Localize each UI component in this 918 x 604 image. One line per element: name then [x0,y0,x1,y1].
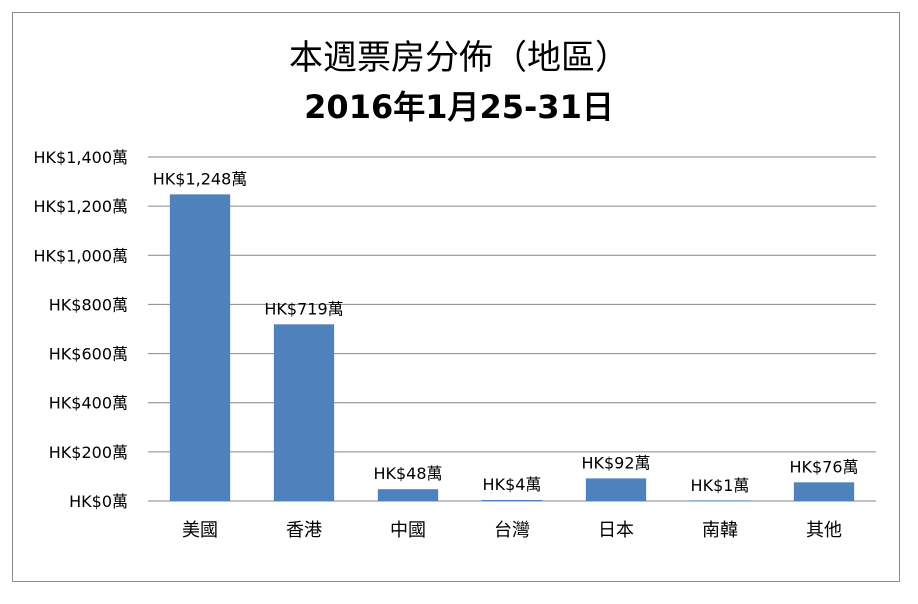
x-tick-label: 美國 [182,520,218,541]
x-tick-label: 中國 [390,520,426,541]
data-label: HK$92萬 [581,453,650,472]
data-label: HK$719萬 [264,299,343,318]
data-label: HK$48萬 [373,464,442,483]
y-tick-label: HK$1,400萬 [33,148,128,167]
chart-title: 本週票房分佈（地區） [289,38,629,78]
x-tick-label: 香港 [286,520,322,541]
bar [481,500,543,501]
x-tick-label: 日本 [598,520,634,541]
bar [689,500,751,501]
x-tick-label: 南韓 [702,520,738,541]
y-tick-label: HK$600萬 [49,345,128,364]
y-tick-label: HK$800萬 [49,295,128,314]
bar [377,489,439,501]
data-label: HK$76萬 [789,457,858,476]
y-tick-label: HK$200萬 [49,443,128,462]
y-tick-label: HK$1,000萬 [33,246,128,265]
data-label: HK$4萬 [483,475,542,494]
chart-subtitle: 2016年1月25-31日 [304,88,614,126]
y-tick-label: HK$0萬 [69,492,128,511]
bar [169,194,231,501]
y-tick-label: HK$400萬 [49,394,128,413]
chart-frame [12,12,900,582]
data-label: HK$1,248萬 [153,169,248,188]
y-tick-label: HK$1,200萬 [33,197,128,216]
bar [273,324,335,501]
x-tick-label: 其他 [806,520,842,541]
x-tick-label: 台灣 [494,520,530,541]
bar [585,478,647,501]
data-label: HK$1萬 [691,476,750,495]
bar [793,482,855,501]
